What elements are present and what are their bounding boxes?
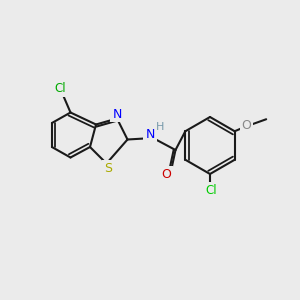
Text: Cl: Cl (206, 184, 217, 197)
Text: S: S (104, 161, 112, 175)
Text: N: N (112, 107, 122, 121)
Text: H: H (156, 122, 165, 132)
Text: N: N (145, 128, 155, 142)
Text: O: O (242, 119, 252, 132)
Text: Cl: Cl (54, 82, 66, 95)
Text: O: O (162, 167, 171, 181)
